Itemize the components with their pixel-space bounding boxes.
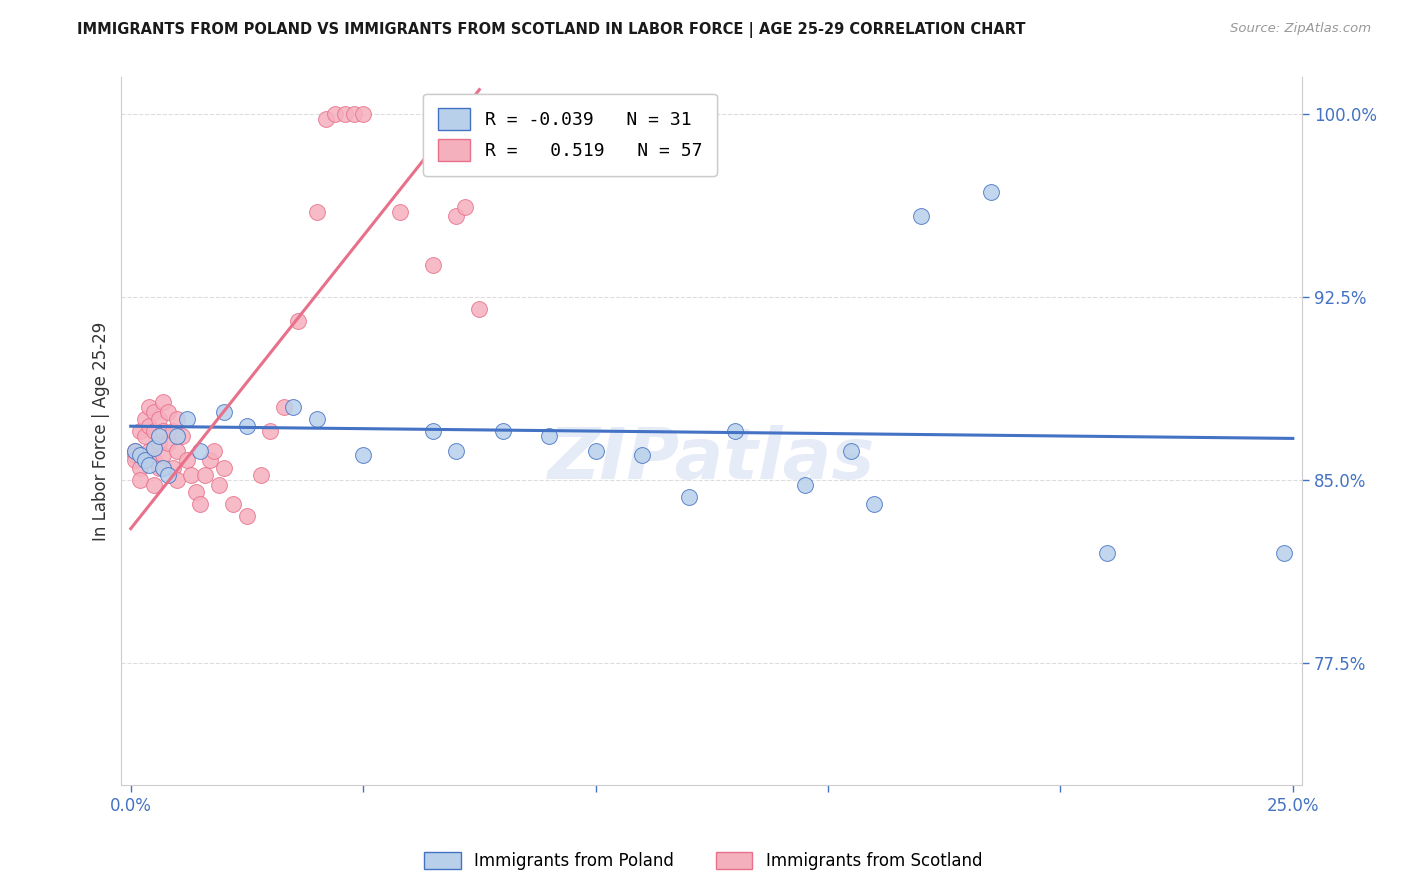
Point [454,200,477,214]
Point [212,460,235,475]
Point [389,204,412,219]
Point [839,443,862,458]
Point [190,443,212,458]
Point [129,449,152,463]
Point [138,419,160,434]
Point [468,302,491,317]
Point [305,204,328,219]
Point [273,400,295,414]
Text: ZIPatlas: ZIPatlas [548,425,876,494]
Point [910,210,932,224]
Point [194,468,217,483]
Point [283,400,305,414]
Point [134,449,156,463]
Point [180,468,202,483]
Point [184,485,207,500]
Legend: Immigrants from Poland, Immigrants from Scotland: Immigrants from Poland, Immigrants from … [418,845,988,877]
Point [129,473,152,487]
Text: Source: ZipAtlas.com: Source: ZipAtlas.com [1230,22,1371,36]
Point [156,404,179,418]
Point [585,443,607,458]
Point [124,449,146,463]
Point [134,453,156,467]
Point [162,460,184,475]
Point [236,419,259,434]
Y-axis label: In Labor Force | Age 25-29: In Labor Force | Age 25-29 [93,321,110,541]
Point [352,107,374,121]
Point [980,185,1002,199]
Point [208,477,231,491]
Point [124,443,146,458]
Point [166,443,188,458]
Point [134,429,156,443]
Point [166,473,188,487]
Point [129,424,152,438]
Point [148,412,170,426]
Point [323,107,346,121]
Point [152,424,174,438]
Point [143,404,166,418]
Point [422,424,444,438]
Point [315,112,337,126]
Point [631,449,654,463]
Point [176,453,198,467]
Point [124,453,146,467]
Point [444,443,467,458]
Point [170,429,193,443]
Point [166,412,188,426]
Point [148,460,170,475]
Point [152,460,174,475]
Point [222,497,245,511]
Point [166,429,188,443]
Point [138,400,160,414]
Point [259,424,281,438]
Point [287,314,309,328]
Point [212,404,235,418]
Point [444,210,467,224]
Legend: R = -0.039   N = 31, R =   0.519   N = 57: R = -0.039 N = 31, R = 0.519 N = 57 [423,94,717,176]
Point [134,412,156,426]
Point [491,424,513,438]
Point [678,490,700,504]
Point [236,509,259,524]
Point [143,441,166,455]
Point [143,424,166,438]
Point [138,458,160,473]
Point [352,449,374,463]
Point [305,412,328,426]
Point [343,107,366,121]
Point [724,424,747,438]
Point [1095,546,1118,560]
Point [162,424,184,438]
Point [538,429,561,443]
Point [202,443,225,458]
Point [138,443,160,458]
Point [190,497,212,511]
Point [250,468,273,483]
Point [333,107,356,121]
Point [148,429,170,443]
Text: IMMIGRANTS FROM POLAND VS IMMIGRANTS FROM SCOTLAND IN LABOR FORCE | AGE 25-29 CO: IMMIGRANTS FROM POLAND VS IMMIGRANTS FRO… [77,22,1026,38]
Point [152,394,174,409]
Point [143,453,166,467]
Point [793,477,815,491]
Point [129,460,152,475]
Point [148,436,170,450]
Point [176,412,198,426]
Point [156,436,179,450]
Point [124,443,146,458]
Point [1272,546,1295,560]
Point [156,468,179,483]
Point [198,453,221,467]
Point [143,477,166,491]
Point [422,258,444,272]
Point [863,497,886,511]
Point [152,449,174,463]
